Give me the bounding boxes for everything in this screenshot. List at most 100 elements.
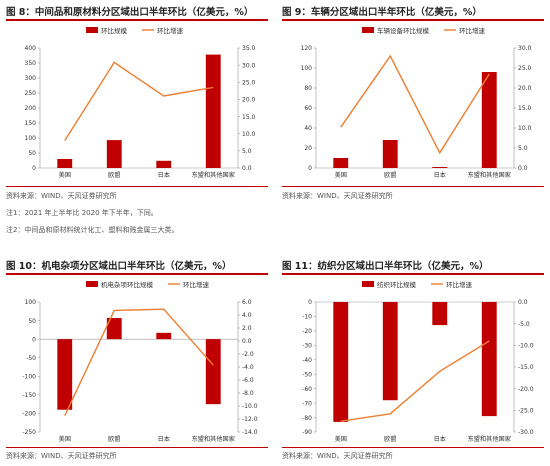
left-tick-label: -250 <box>22 429 36 436</box>
left-tick-label: 0 <box>32 336 36 343</box>
left-tick-label: 80 <box>304 85 312 92</box>
legend-line-label: 环比增速 <box>183 280 210 289</box>
left-tick-label: -10 <box>302 314 312 321</box>
left-tick-label: 250 <box>25 90 37 97</box>
right-tick-label: 20.0 <box>242 97 256 104</box>
bar <box>205 339 221 405</box>
left-tick-label: -40 <box>302 357 312 364</box>
right-tick-label: 0.0 <box>518 165 528 172</box>
left-tick-label: -60 <box>302 386 312 393</box>
left-axis: 0 20 40 60 80 100 120 <box>301 45 317 172</box>
right-tick-label: 10.0 <box>242 131 256 138</box>
left-tick-label: 40 <box>304 125 312 132</box>
right-tick-label: 0.0 <box>242 165 252 172</box>
legend-bar-swatch <box>362 27 374 33</box>
legend: 车辆设备环比规模 环比增速 <box>362 26 486 35</box>
bar <box>106 140 122 168</box>
x-tick-label: 日本 <box>434 171 446 179</box>
left-tick-label: 50 <box>28 150 36 157</box>
right-tick-label: -8.0 <box>242 390 254 397</box>
title-rule <box>282 273 544 275</box>
bar <box>156 332 172 340</box>
right-tick-label: 2.0 <box>242 325 252 332</box>
x-tick-label: 日本 <box>158 435 170 443</box>
left-tick-label: 100 <box>25 299 37 306</box>
right-tick-label: -6.0 <box>242 377 254 384</box>
right-tick-label: 0.0 <box>242 338 252 345</box>
figure-title: 图 8：中间品和原材料分区域出口半年环比（亿美元，%） <box>6 7 254 18</box>
legend-bar-label: 纺织环比规模 <box>377 280 417 289</box>
figure-10-panel: 图 10：机电杂项分区域出口半年环比（亿美元，%） 机电杂项环比规模 环比增速 -2… <box>6 258 268 464</box>
bar <box>156 160 172 168</box>
right-tick-label: -25.0 <box>518 408 534 415</box>
left-tick-label: 120 <box>301 45 313 52</box>
legend-bar-swatch <box>362 281 374 287</box>
bar <box>57 339 73 410</box>
x-tick-label: 欧盟 <box>384 435 396 443</box>
x-tick-label: 东盟和其他国家 <box>468 435 511 443</box>
right-axis: -14.0 -12.0 -10.0 -8.0 -6.0 -4.0 -2.0 0.0 2.0 4.0… <box>237 299 258 436</box>
legend: 环比规模 环比增速 <box>86 26 184 35</box>
left-tick-label: -100 <box>22 373 36 380</box>
left-tick-label: -30 <box>302 343 312 350</box>
x-tick-label: 欧盟 <box>108 435 120 443</box>
figure-title: 图 9：车辆分区域出口半年环比（亿美元，%） <box>282 7 482 18</box>
source-note: 资料来源：WIND、天风证券研究所 <box>6 452 117 460</box>
legend: 纺织环比规模 环比增速 <box>362 280 473 289</box>
right-tick-label: -5.0 <box>518 321 530 328</box>
bar <box>382 140 398 168</box>
left-tick-label: 100 <box>301 65 313 72</box>
legend-bar-swatch <box>86 27 98 33</box>
source-note: 资料来源：WIND、天风证券研究所 <box>6 192 117 200</box>
title-rule <box>282 19 544 21</box>
chart-9: 车辆设备环比规模 环比增速 0 20 40 60 80 100 120 0.0 5.0 10.0 15.… <box>301 26 532 179</box>
right-tick-label: -10.0 <box>242 403 258 410</box>
right-tick-label: -14.0 <box>242 429 258 436</box>
x-tick-label: 美国 <box>59 435 71 443</box>
bar <box>432 167 448 168</box>
bar <box>333 158 349 168</box>
right-axis: -30.0 -25.0 -20.0 -15.0 -10.0 -5.0 0.0 <box>513 299 534 436</box>
legend-bar-label: 车辆设备环比规模 <box>377 26 430 35</box>
right-tick-label: 0.0 <box>518 299 528 306</box>
bar <box>382 302 398 401</box>
right-tick-label: -12.0 <box>242 416 258 423</box>
left-tick-label: 400 <box>25 45 37 52</box>
x-tick-label: 欧盟 <box>108 171 120 179</box>
right-axis: 0.0 5.0 10.0 15.0 20.0 25.0 30.0 <box>513 45 532 172</box>
title-rule <box>6 273 268 275</box>
right-tick-label: 25.0 <box>518 65 532 72</box>
left-tick-label: -80 <box>302 415 312 422</box>
bottom-rule <box>6 447 268 448</box>
source-note: 资料来源：WIND、天风证券研究所 <box>282 192 393 200</box>
line-series <box>340 340 490 422</box>
left-axis: -250 -200 -150 -100 -50 0 50 100 <box>22 299 41 436</box>
figure-9-panel: 图 9：车辆分区域出口半年环比（亿美元，%） 车辆设备环比规模 环比增速 0 20 40… <box>282 4 544 236</box>
right-tick-label: 30.0 <box>242 62 256 69</box>
chart-11: 纺织环比规模 环比增速 -90 -80 -70 -60 -50 -40 -30 -20 -10 0 -3… <box>302 280 534 443</box>
left-axis: 0 50 100 150 200 250 300 350 400 <box>25 45 41 172</box>
source-note: 资料来源：WIND、天风证券研究所 <box>282 452 393 460</box>
left-tick-label: -20 <box>302 328 312 335</box>
legend-bar-label: 环比规模 <box>101 26 128 35</box>
left-tick-label: 100 <box>25 135 37 142</box>
bottom-rule <box>282 447 544 448</box>
legend: 机电杂项环比规模 环比增速 <box>86 280 210 289</box>
right-tick-label: 15.0 <box>518 105 532 112</box>
x-tick-label: 东盟和其他国家 <box>192 171 235 179</box>
left-tick-label: -70 <box>302 400 312 407</box>
line-series <box>340 54 490 155</box>
right-tick-label: -30.0 <box>518 429 534 436</box>
right-tick-label: 20.0 <box>518 85 532 92</box>
legend-line-label: 环比增速 <box>459 26 486 35</box>
figure-11-panel: 图 11：纺织分区域出口半年环比（亿美元，%） 纺织环比规模 环比增速 -90 -80… <box>282 258 544 464</box>
right-tick-label: 5.0 <box>518 145 528 152</box>
x-tick-label: 欧盟 <box>384 171 396 179</box>
left-tick-label: 350 <box>25 60 37 67</box>
x-tick-label: 美国 <box>59 171 71 179</box>
right-tick-label: 15.0 <box>242 114 256 121</box>
chart-8: 环比规模 环比增速 0 50 100 150 200 250 300 350 400 0.0 5.0 10… <box>25 26 256 179</box>
figure-8-panel: 图 8：中间品和原材料分区域出口半年环比（亿美元，%） 环比规模 环比增速 0 50 1… <box>6 4 268 236</box>
right-tick-label: 4.0 <box>242 312 252 319</box>
right-tick-label: 25.0 <box>242 79 256 86</box>
